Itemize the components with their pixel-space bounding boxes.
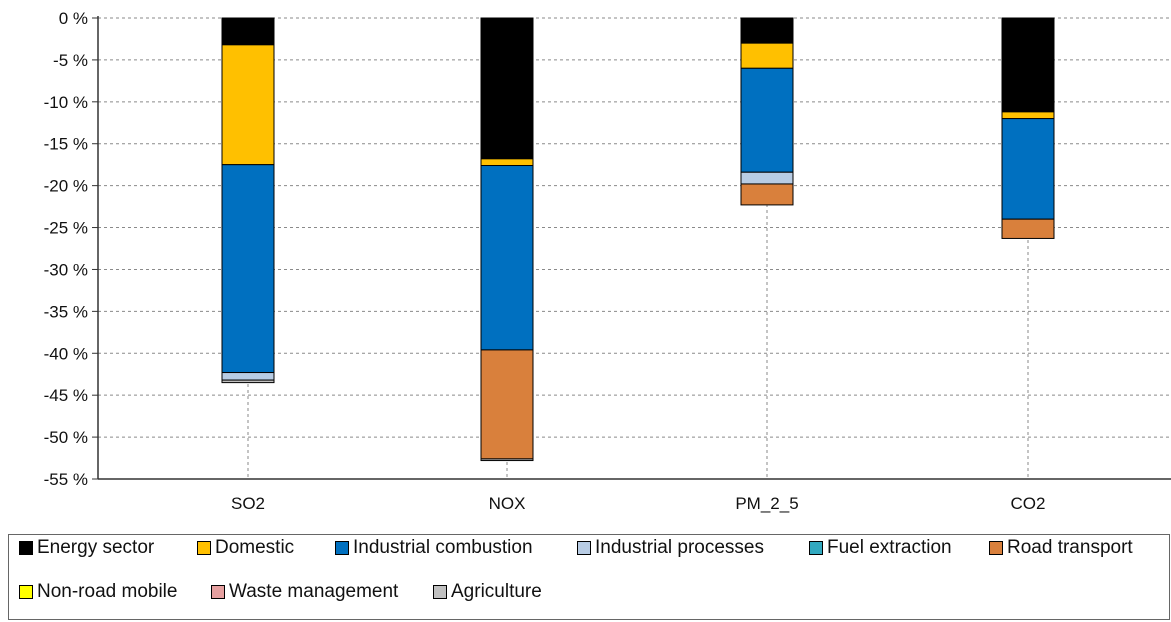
bar-segment-co2-industrial-combustion	[1001, 118, 1055, 220]
bar-segment-co2-domestic	[1001, 111, 1055, 120]
legend-item-industrial-processes: Industrial processes	[577, 537, 764, 559]
legend-swatch	[211, 585, 225, 599]
y-tick-label: -35 %	[44, 302, 88, 321]
bar-segment-so2-industrial-combustion	[221, 164, 275, 374]
legend-swatch	[335, 541, 349, 555]
y-tick-label: -30 %	[44, 260, 88, 279]
y-tick-label: -15 %	[44, 135, 88, 154]
legend-label: Industrial processes	[595, 537, 764, 558]
bar-segment-so2-domestic	[221, 44, 275, 166]
legend-swatch	[19, 585, 33, 599]
bar-segment-so2-industrial-processes	[221, 372, 275, 381]
bar-segment-so2-energy-sector	[221, 17, 275, 46]
y-tick-label: -10 %	[44, 93, 88, 112]
bar-segment-nox-agriculture	[480, 458, 534, 462]
legend-label: Industrial combustion	[353, 537, 533, 558]
bar-segment-pm-2-5-domestic	[740, 42, 794, 69]
x-tick-label: NOX	[489, 494, 526, 513]
legend-label: Waste management	[229, 581, 399, 602]
y-tick-label: -25 %	[44, 219, 88, 238]
legend-swatch	[809, 541, 823, 555]
bar-segment-pm-2-5-industrial-combustion	[740, 67, 794, 173]
legend-swatch	[19, 541, 33, 555]
legend: Energy sector Domestic Industrial combusti…	[8, 534, 1170, 620]
legend-item-fuel-extraction: Fuel extraction	[809, 537, 952, 559]
bar-segment-co2-road-transport	[1001, 218, 1055, 239]
bar-segment-nox-industrial-combustion	[480, 165, 534, 351]
bar-segment-nox-domestic	[480, 158, 534, 167]
y-tick-label: -50 %	[44, 428, 88, 447]
legend-label: Energy sector	[37, 537, 155, 558]
bar-segment-pm-2-5-industrial-processes	[740, 171, 794, 185]
legend-swatch	[577, 541, 591, 555]
x-tick-label: SO2	[231, 494, 265, 513]
grid	[98, 17, 1171, 479]
legend-label: Road transport	[1007, 537, 1133, 558]
legend-item-industrial-combustion: Industrial combustion	[335, 537, 533, 559]
legend-item-agriculture: Agriculture	[433, 581, 542, 603]
axes	[92, 16, 1171, 480]
x-tick-label: CO2	[1011, 494, 1046, 513]
legend-item-domestic: Domestic	[197, 537, 294, 559]
y-tick-label: -45 %	[44, 386, 88, 405]
legend-item-non-road-mobile: Non-road mobile	[19, 581, 177, 603]
bar-segment-nox-energy-sector	[480, 17, 534, 160]
legend-item-energy-sector: Energy sector	[19, 537, 154, 559]
legend-swatch	[433, 585, 447, 599]
legend-swatch	[989, 541, 1003, 555]
legend-swatch	[197, 541, 211, 555]
bars	[221, 17, 1055, 462]
bar-segment-pm-2-5-road-transport	[740, 183, 794, 206]
bar-segment-pm-2-5-energy-sector	[740, 17, 794, 44]
x-tick-labels: SO2 NOX PM_2_5 CO2	[231, 494, 1046, 513]
chart: 0 % -5 % -10 % -15 % -20 % -25 % -30 % -35 % -40…	[44, 9, 1171, 513]
legend-label: Agriculture	[451, 581, 542, 602]
y-tick-label: 0 %	[59, 9, 88, 28]
legend-label: Domestic	[215, 537, 295, 558]
y-tick-label: -55 %	[44, 470, 88, 489]
legend-item-road-transport: Road transport	[989, 537, 1133, 559]
legend-item-waste-management: Waste management	[211, 581, 398, 603]
x-tick-label: PM_2_5	[735, 494, 798, 513]
bar-segment-co2-energy-sector	[1001, 17, 1055, 113]
bar-segment-nox-road-transport	[480, 349, 534, 460]
y-tick-labels: 0 % -5 % -10 % -15 % -20 % -25 % -30 % -35 % -40…	[44, 9, 88, 489]
bar-segment-so2-agriculture	[221, 379, 275, 384]
y-tick-label: -5 %	[53, 51, 88, 70]
legend-label: Fuel extraction	[827, 537, 952, 558]
y-tick-label: -20 %	[44, 177, 88, 196]
legend-label: Non-road mobile	[37, 581, 178, 602]
y-tick-label: -40 %	[44, 344, 88, 363]
